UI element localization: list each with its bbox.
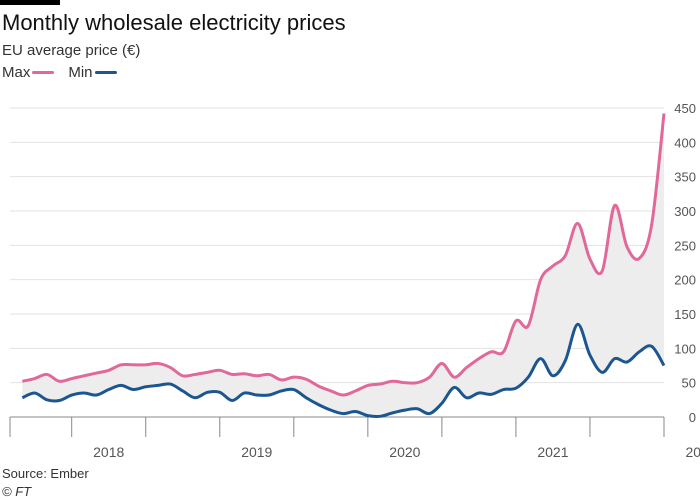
- chart-legend: Max Min: [2, 64, 131, 81]
- x-tick-label: 2021: [537, 444, 568, 460]
- y-tick-label: 100: [674, 341, 696, 356]
- chart-title: Monthly wholesale electricity prices: [2, 10, 346, 35]
- y-tick-label: 150: [674, 307, 696, 322]
- y-tick-label: 0: [689, 410, 696, 425]
- x-tick-label: 2019: [241, 444, 272, 460]
- credit-note: © FT: [2, 484, 32, 499]
- x-tick-label: 2020: [389, 444, 420, 460]
- legend-label-max: Max: [2, 64, 31, 81]
- x-tick-label: 2018: [93, 444, 124, 460]
- y-tick-label: 400: [674, 135, 696, 150]
- y-tick-label: 300: [674, 204, 696, 219]
- series-line-max: [22, 113, 666, 397]
- range-band: [22, 113, 664, 417]
- x-tick-label: 2022: [685, 444, 700, 460]
- legend-swatch-max: [32, 71, 55, 74]
- y-tick-label: 200: [674, 273, 696, 288]
- y-tick-label: 450: [674, 101, 696, 116]
- legend-label-min: Min: [68, 64, 93, 81]
- series-line-min: [21, 322, 666, 419]
- y-tick-label: 350: [674, 170, 696, 185]
- legend-item-max: Max: [2, 64, 55, 81]
- legend-swatch-min: [94, 71, 117, 74]
- chart-subtitle: EU average price (€): [2, 42, 141, 59]
- ft-top-bar: [0, 0, 60, 5]
- y-tick-label: 250: [674, 238, 696, 253]
- y-tick-label: 50: [682, 376, 696, 391]
- legend-item-min: Min: [68, 64, 117, 81]
- line-chart: 0 50 100 150 200 250 300 350 400 450 2018 2019 2020 2…: [9, 101, 700, 460]
- source-note: Source: Ember: [2, 466, 89, 481]
